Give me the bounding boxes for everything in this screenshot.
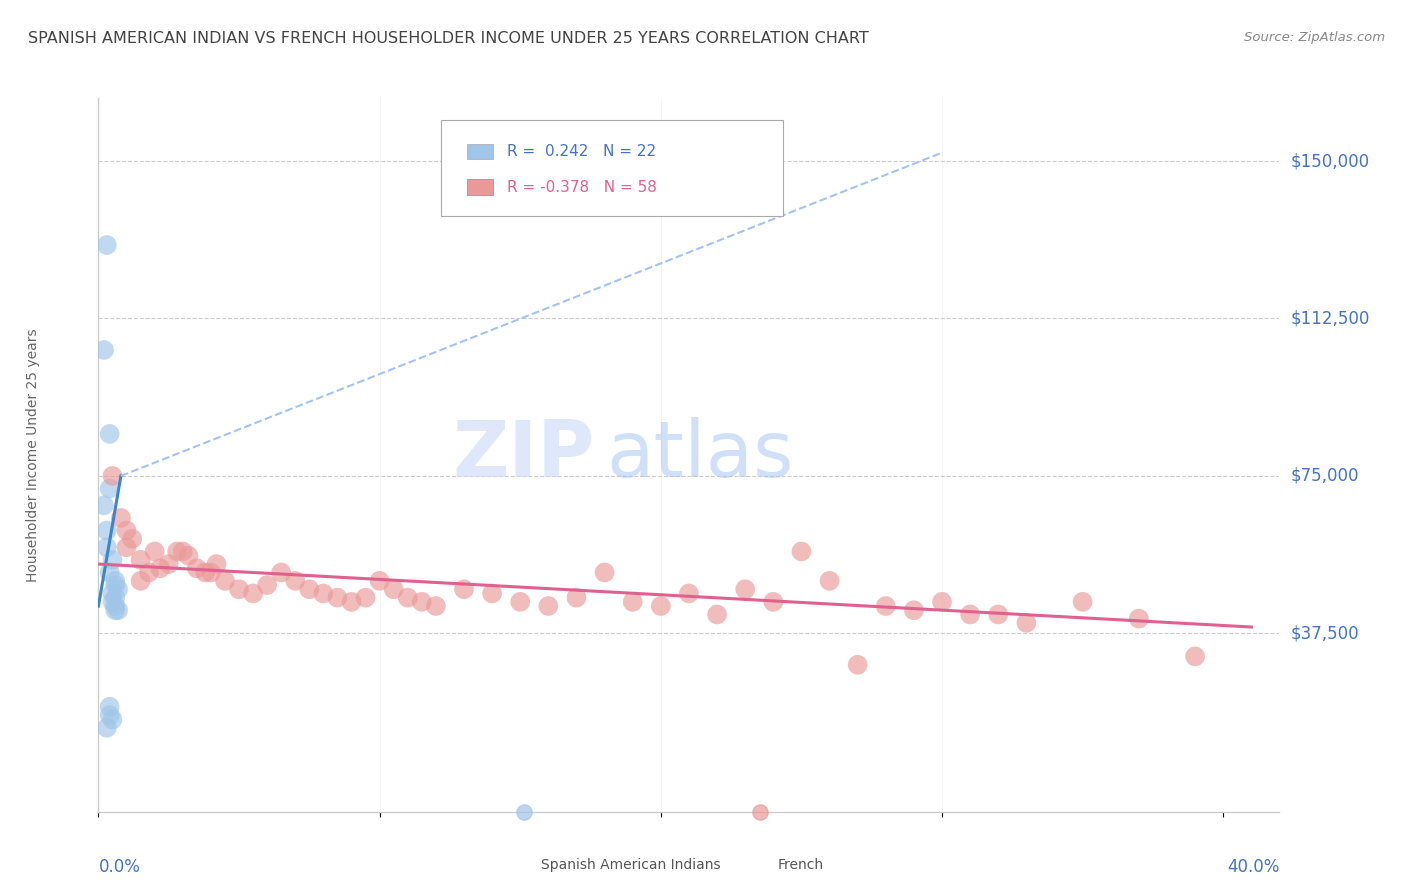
Point (593, 566, 616, 580)
Point (93, 498, 115, 512)
Point (312, 586, 335, 600)
Point (242, 586, 264, 600)
Point (101, 469, 124, 483)
Point (110, 511, 132, 525)
Point (98, 482, 121, 496)
Text: French: French (778, 858, 824, 872)
Point (129, 553, 152, 567)
Point (177, 549, 200, 563)
Point (205, 557, 228, 571)
Text: atlas: atlas (606, 417, 794, 493)
Text: Spanish American Indians: Spanish American Indians (541, 858, 721, 872)
Point (453, 582, 475, 597)
Point (846, 657, 869, 672)
Point (678, 586, 700, 600)
Text: R = -0.378   N = 58: R = -0.378 N = 58 (508, 180, 657, 194)
Point (256, 578, 278, 592)
Point (186, 561, 208, 575)
Point (149, 561, 172, 575)
Point (1128, 612, 1150, 626)
Text: 0.0%: 0.0% (98, 858, 141, 876)
Point (396, 591, 419, 605)
Point (107, 603, 129, 617)
Bar (467, 144, 494, 160)
Point (565, 591, 588, 605)
Point (1184, 649, 1206, 664)
Point (931, 595, 953, 609)
Point (98, 566, 121, 580)
Point (104, 591, 127, 605)
Point (104, 578, 127, 592)
Text: 40.0%: 40.0% (1227, 858, 1279, 876)
Point (959, 607, 981, 622)
Text: $150,000: $150,000 (1291, 152, 1369, 170)
Point (326, 591, 349, 605)
Point (1099, 783, 1122, 797)
Point (790, 544, 813, 558)
Point (270, 566, 292, 580)
Text: Source: ZipAtlas.com: Source: ZipAtlas.com (1244, 31, 1385, 45)
Point (107, 582, 129, 597)
Point (98, 699, 121, 714)
Point (425, 599, 447, 613)
Point (96, 238, 118, 252)
Text: Householder Income Under 25 years: Householder Income Under 25 years (27, 328, 41, 582)
Bar (467, 179, 494, 195)
Point (537, 599, 560, 613)
Point (875, 599, 897, 613)
Point (98, 426, 121, 441)
Point (115, 524, 138, 538)
Point (368, 574, 391, 588)
Point (734, 582, 756, 597)
Point (129, 574, 152, 588)
Point (138, 566, 160, 580)
Point (98, 708, 121, 723)
Point (143, 544, 166, 558)
Point (1015, 615, 1038, 630)
Point (101, 712, 124, 726)
Point (172, 544, 194, 558)
Text: $112,500: $112,500 (1291, 310, 1369, 327)
Point (987, 607, 1010, 622)
Point (340, 595, 363, 609)
Point (228, 582, 250, 597)
Point (1071, 595, 1094, 609)
Point (762, 595, 785, 609)
Point (509, 595, 531, 609)
Point (104, 599, 127, 613)
Point (706, 607, 728, 622)
Point (354, 591, 377, 605)
Point (621, 595, 644, 609)
Point (104, 603, 127, 617)
Text: R =  0.242   N = 22: R = 0.242 N = 22 (508, 145, 657, 159)
Point (121, 532, 143, 546)
Point (284, 574, 307, 588)
Point (382, 582, 405, 597)
Text: $75,000: $75,000 (1291, 467, 1360, 485)
Point (101, 586, 124, 600)
Text: ZIP: ZIP (453, 417, 595, 493)
Point (200, 566, 222, 580)
Point (101, 553, 124, 567)
Point (96, 524, 118, 538)
Point (96, 541, 118, 555)
Point (298, 582, 321, 597)
Point (104, 574, 127, 588)
Point (650, 599, 672, 613)
Point (481, 586, 503, 600)
Point (101, 595, 124, 609)
Point (411, 595, 433, 609)
Point (194, 566, 217, 580)
Point (96, 721, 118, 735)
Point (818, 574, 841, 588)
Text: $37,500: $37,500 (1291, 624, 1360, 642)
FancyBboxPatch shape (441, 120, 783, 216)
Text: SPANISH AMERICAN INDIAN VS FRENCH HOUSEHOLDER INCOME UNDER 25 YEARS CORRELATION : SPANISH AMERICAN INDIAN VS FRENCH HOUSEH… (28, 31, 869, 46)
Point (214, 574, 236, 588)
Point (115, 541, 138, 555)
Point (93, 343, 115, 357)
Point (903, 603, 925, 617)
Point (157, 557, 180, 571)
Point (166, 544, 188, 558)
